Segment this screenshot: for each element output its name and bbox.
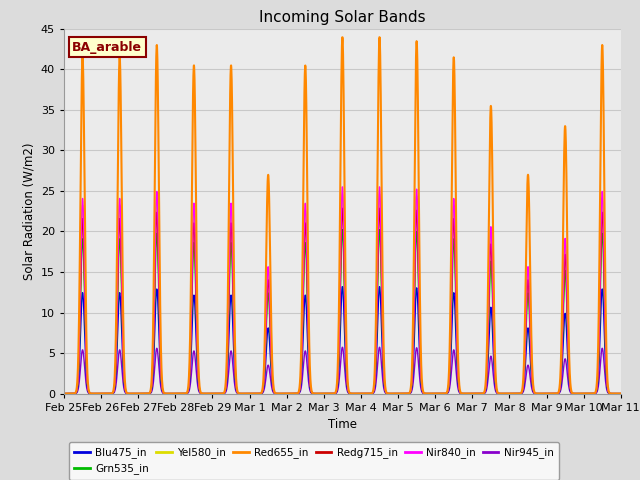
Redg715_in — [157, 357, 164, 363]
Blu475_in — [546, 391, 554, 396]
Nir840_in — [298, 352, 305, 358]
Grn535_in — [617, 391, 625, 396]
Redg715_in — [617, 391, 625, 396]
Red655_in — [606, 391, 614, 396]
Yel580_in — [298, 353, 305, 359]
Y-axis label: Solar Radiation (W/m2): Solar Radiation (W/m2) — [22, 143, 35, 280]
Yel580_in — [376, 191, 383, 197]
Grn535_in — [546, 391, 554, 396]
Legend: Blu475_in, Grn535_in, Yel580_in, Red655_in, Redg715_in, Nir840_in, Nir945_in: Blu475_in, Grn535_in, Yel580_in, Red655_… — [69, 442, 559, 480]
Nir945_in — [157, 382, 164, 388]
Nir840_in — [606, 391, 614, 396]
Nir945_in — [298, 382, 305, 388]
Grn535_in — [124, 391, 131, 396]
Line: Red655_in: Red655_in — [64, 37, 621, 394]
Grn535_in — [157, 361, 164, 367]
Yel580_in — [617, 391, 625, 396]
Nir840_in — [546, 391, 554, 396]
Grn535_in — [606, 391, 614, 396]
Nir840_in — [60, 391, 68, 396]
Red655_in — [124, 391, 131, 396]
Blu475_in — [274, 391, 282, 396]
Yel580_in — [60, 391, 68, 396]
Line: Yel580_in: Yel580_in — [64, 194, 621, 394]
Blu475_in — [157, 371, 164, 377]
Title: Incoming Solar Bands: Incoming Solar Bands — [259, 10, 426, 25]
X-axis label: Time: Time — [328, 418, 357, 431]
Grn535_in — [376, 227, 383, 232]
Blu475_in — [298, 371, 305, 376]
Redg715_in — [546, 391, 554, 396]
Line: Blu475_in: Blu475_in — [64, 287, 621, 394]
Redg715_in — [60, 391, 68, 396]
Nir840_in — [617, 391, 625, 396]
Nir945_in — [376, 344, 383, 350]
Nir945_in — [60, 391, 68, 396]
Yel580_in — [546, 391, 554, 396]
Yel580_in — [606, 391, 614, 396]
Red655_in — [546, 391, 554, 396]
Redg715_in — [376, 205, 383, 211]
Red655_in — [376, 34, 383, 40]
Blu475_in — [606, 391, 614, 396]
Blu475_in — [376, 284, 383, 289]
Grn535_in — [60, 391, 68, 396]
Nir945_in — [274, 391, 282, 396]
Nir945_in — [546, 391, 554, 396]
Red655_in — [274, 391, 282, 396]
Nir840_in — [157, 353, 164, 359]
Blu475_in — [617, 391, 625, 396]
Line: Grn535_in: Grn535_in — [64, 229, 621, 394]
Red655_in — [617, 391, 625, 396]
Line: Nir840_in: Nir840_in — [64, 187, 621, 394]
Yel580_in — [124, 391, 131, 396]
Nir945_in — [124, 391, 131, 396]
Blu475_in — [124, 391, 131, 396]
Line: Redg715_in: Redg715_in — [64, 208, 621, 394]
Yel580_in — [157, 354, 164, 360]
Red655_in — [298, 324, 305, 329]
Grn535_in — [274, 391, 282, 396]
Nir840_in — [376, 184, 383, 190]
Redg715_in — [606, 391, 614, 396]
Redg715_in — [274, 391, 282, 396]
Redg715_in — [298, 356, 305, 361]
Grn535_in — [298, 360, 305, 365]
Red655_in — [157, 326, 164, 332]
Red655_in — [60, 391, 68, 396]
Nir945_in — [606, 391, 614, 396]
Nir840_in — [274, 391, 282, 396]
Nir945_in — [617, 391, 625, 396]
Redg715_in — [124, 391, 131, 396]
Nir840_in — [124, 391, 131, 396]
Yel580_in — [274, 391, 282, 396]
Line: Nir945_in: Nir945_in — [64, 347, 621, 394]
Text: BA_arable: BA_arable — [72, 41, 142, 54]
Blu475_in — [60, 391, 68, 396]
